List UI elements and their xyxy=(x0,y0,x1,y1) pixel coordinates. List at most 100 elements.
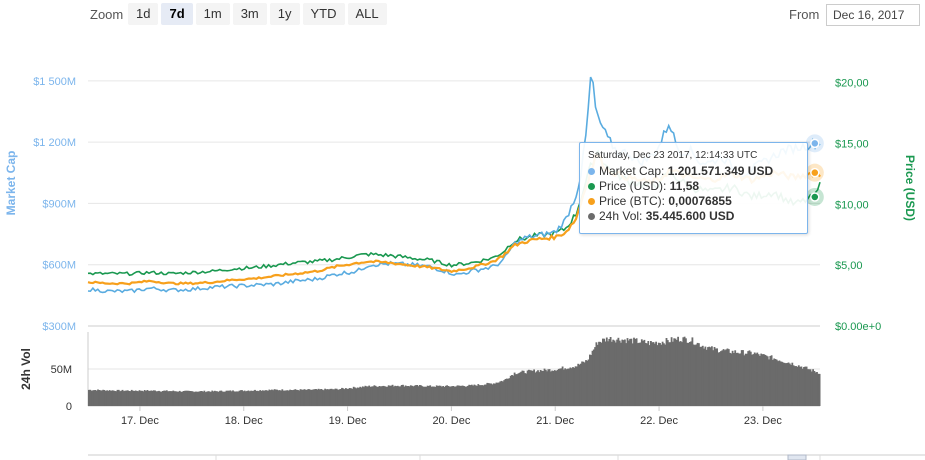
volume-bar xyxy=(650,341,652,406)
volume-bar xyxy=(369,386,372,406)
volume-bar xyxy=(191,391,194,406)
volume-bar xyxy=(778,360,781,406)
volume-bar xyxy=(659,343,661,406)
volume-bar xyxy=(306,390,308,406)
volume-bar xyxy=(290,390,293,406)
volume-bar xyxy=(433,386,435,406)
volume-bar xyxy=(708,346,711,406)
volume-bar xyxy=(748,350,751,406)
volume-bar xyxy=(703,348,705,406)
volume-bar xyxy=(695,344,698,406)
volume-bar xyxy=(504,379,507,406)
volume-bar xyxy=(579,363,582,406)
volume-bar xyxy=(403,386,406,406)
zoom-button-all[interactable]: ALL xyxy=(347,3,387,25)
volume-bar xyxy=(724,350,726,406)
left-axis-tick-label: $300M xyxy=(42,321,76,333)
volume-bar xyxy=(764,354,766,406)
volume-bar xyxy=(524,373,526,406)
volume-bar xyxy=(211,390,214,406)
tooltip-row: 24h Vol: 35.445.600 USD xyxy=(588,209,799,224)
volume-bar xyxy=(624,339,626,406)
volume-bar xyxy=(721,350,724,406)
volume-bar xyxy=(89,389,92,406)
volume-bar xyxy=(184,390,186,406)
volume-bar xyxy=(768,359,770,406)
volume-bar xyxy=(441,386,443,406)
volume-bar xyxy=(591,350,594,406)
left-axis-tick-label: $900M xyxy=(42,198,76,210)
volume-bar xyxy=(426,385,429,406)
zoom-button-group: 1d 7d 1m 3m 1y YTD ALL xyxy=(128,3,387,25)
volume-axis-tick-label: 50M xyxy=(51,364,72,376)
volume-bar xyxy=(358,387,360,406)
volume-bar xyxy=(168,391,171,406)
volume-bar xyxy=(731,350,734,406)
tooltip-row-label: 24h Vol: xyxy=(599,209,646,223)
volume-bar xyxy=(117,389,120,406)
volume-bar xyxy=(298,390,301,406)
volume-bar xyxy=(578,364,581,406)
volume-bar xyxy=(309,389,312,406)
volume-bar xyxy=(730,353,733,406)
volume-bar xyxy=(481,385,484,406)
volume-bar xyxy=(412,386,415,406)
volume-bar xyxy=(277,390,280,406)
volume-bar xyxy=(335,388,338,406)
volume-bar xyxy=(149,391,151,406)
zoom-button-1y[interactable]: 1y xyxy=(269,3,300,25)
tooltip-row: Price (USD): 11,58 xyxy=(588,179,799,194)
volume-bar xyxy=(272,390,275,406)
volume-bar xyxy=(150,390,153,406)
volume-bar xyxy=(552,370,555,406)
volume-bar xyxy=(360,387,363,406)
volume-bar xyxy=(530,370,533,406)
volume-bar xyxy=(744,353,747,406)
zoom-button-3m[interactable]: 3m xyxy=(232,3,267,25)
volume-bar xyxy=(734,350,737,406)
volume-bar xyxy=(622,340,625,406)
volume-bar xyxy=(407,386,410,406)
legend-dot-icon xyxy=(588,213,595,220)
volume-bar xyxy=(542,371,545,406)
volume-bar xyxy=(792,365,795,406)
volume-bar xyxy=(639,342,642,406)
volume-bar xyxy=(797,365,800,406)
volume-bar xyxy=(394,385,397,406)
volume-bar xyxy=(347,388,350,406)
volume-bar xyxy=(474,385,477,406)
from-date-input[interactable] xyxy=(826,4,920,26)
volume-bar xyxy=(682,337,685,406)
volume-bar xyxy=(454,386,456,406)
volume-bar xyxy=(320,389,323,406)
volume-bar xyxy=(696,342,699,406)
volume-bar xyxy=(461,385,464,406)
tooltip-row-label: Price (USD): xyxy=(599,179,670,193)
volume-bar xyxy=(716,348,718,406)
volume-bar xyxy=(216,391,219,406)
volume-bar xyxy=(267,390,269,406)
volume-bar xyxy=(88,389,90,406)
volume-bar xyxy=(220,390,223,406)
volume-bar xyxy=(399,386,402,406)
volume-bar xyxy=(644,343,647,406)
volume-bar xyxy=(450,386,452,406)
volume-bar xyxy=(533,369,535,406)
volume-bar xyxy=(439,385,442,406)
volume-bar xyxy=(233,391,236,406)
volume-bar xyxy=(718,352,721,406)
volume-bar xyxy=(302,389,304,406)
volume-bar xyxy=(159,391,162,406)
volume-bar xyxy=(709,347,712,406)
volume-bar xyxy=(786,363,789,406)
zoom-button-ytd[interactable]: YTD xyxy=(302,3,345,25)
volume-bar xyxy=(537,370,539,406)
volume-bar xyxy=(511,375,513,406)
volume-bar xyxy=(483,384,486,406)
zoom-button-1m[interactable]: 1m xyxy=(195,3,230,25)
volume-bar xyxy=(555,371,557,406)
volume-bar xyxy=(544,369,547,406)
zoom-button-7d[interactable]: 7d xyxy=(161,3,193,25)
zoom-button-1d[interactable]: 1d xyxy=(128,3,159,25)
